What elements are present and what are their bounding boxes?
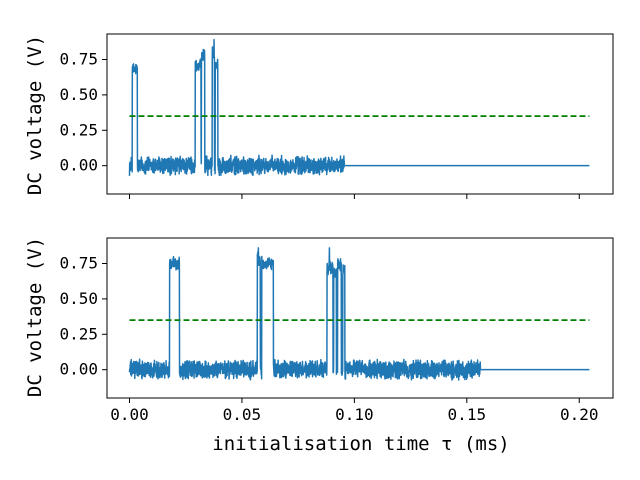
y-tick-label: 0.00 (59, 360, 98, 379)
x-tick-label: 0.20 (560, 405, 599, 424)
xlabel: initialisation time τ (ms) (212, 433, 509, 455)
x-tick-label: 0.15 (448, 405, 487, 424)
y-tick-label: 0.50 (59, 289, 98, 308)
top-voltage-panel: 0.00 0.25 0.50 0.75 (59, 33, 614, 199)
y-tick-label: 0.50 (59, 85, 98, 104)
bottom-ylabel: DC voltage (V) (24, 237, 46, 397)
axes-frame (106, 237, 614, 399)
bottom-voltage-panel: 0.00 0.25 0.50 0.75 0.00 0.05 0.10 0.15 0.20 (59, 237, 614, 424)
y-tick-label: 0.00 (59, 156, 98, 175)
x-tick-label: 0.10 (335, 405, 374, 424)
voltage-trace (128, 247, 590, 381)
top-ylabel: DC voltage (V) (24, 35, 46, 195)
axes-frame (106, 33, 614, 195)
x-tick-label: 0.05 (223, 405, 262, 424)
y-tick-label: 0.25 (59, 324, 98, 343)
y-tick-label: 0.25 (59, 120, 98, 139)
y-tick-label: 0.75 (59, 253, 98, 272)
x-tick-label: 0.00 (110, 405, 149, 424)
y-tick-label: 0.75 (59, 49, 98, 68)
voltage-trace (128, 38, 590, 177)
